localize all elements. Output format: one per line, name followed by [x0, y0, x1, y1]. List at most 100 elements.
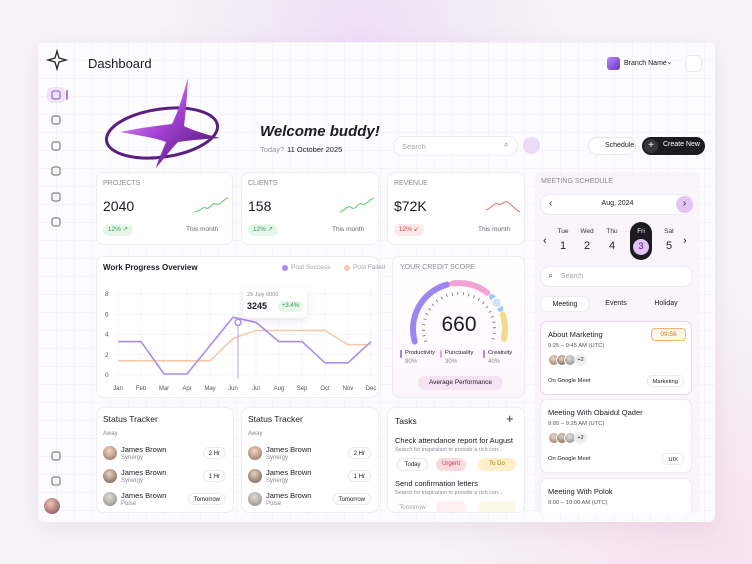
- nav-icon[interactable]: [51, 476, 61, 486]
- tasks-card: Tasks + Check attendance report for August…: [387, 407, 525, 513]
- meeting-card[interactable]: About Marketing 9:25 – 9:45 AM (UTC) 09:56…: [540, 321, 692, 395]
- day-name: Fri: [637, 228, 645, 235]
- row-team: Synergy: [266, 455, 289, 461]
- nav-icon[interactable]: [51, 90, 61, 100]
- nav-icon[interactable]: [51, 217, 61, 227]
- branch-name[interactable]: Branch Name: [624, 60, 667, 67]
- x-tick-label: May: [204, 386, 215, 392]
- chart-title: Work Progress Overview: [103, 263, 198, 272]
- task-tag[interactable]: Today: [397, 458, 428, 471]
- status-card: Status Tracker Away James Brown Synergy 2 Hr…: [96, 407, 234, 513]
- gauge-knob: [490, 296, 503, 309]
- search-box[interactable]: Search ⌕: [393, 136, 518, 156]
- meeting-tab[interactable]: Holiday: [654, 300, 678, 307]
- meeting-card[interactable]: Meeting With Obaidul Qader 9:00 – 9:25 AM…: [540, 399, 692, 473]
- tooltip-value: 3245: [247, 301, 268, 311]
- x-tick-label: Nov: [343, 386, 354, 392]
- gauge-tick: [485, 305, 489, 309]
- tasks-add[interactable]: +: [506, 411, 514, 426]
- stat-period[interactable]: This month: [478, 226, 511, 233]
- nav-icon-shape: [51, 192, 61, 202]
- meeting-card[interactable]: Meeting With Polok 9:00 – 10:00 AM (UTC): [540, 478, 692, 513]
- metric-label: Punctuality: [445, 350, 474, 356]
- status-title: Status Tracker: [248, 414, 303, 424]
- hero-graphic: [104, 78, 220, 168]
- nav-icon[interactable]: [51, 115, 61, 125]
- meeting-search-icon: ⌕: [548, 270, 554, 280]
- gauge-arc: [449, 280, 491, 296]
- user-avatar[interactable]: [44, 498, 60, 514]
- day-date: 1: [559, 240, 567, 252]
- nav-icon[interactable]: [51, 166, 61, 176]
- row-avatar: [248, 492, 262, 506]
- series-line: [118, 329, 371, 362]
- row-team: Synergy: [121, 478, 144, 484]
- status-subtitle: Away: [103, 431, 118, 437]
- days-prev[interactable]: ‹: [543, 235, 547, 247]
- rating-label: Average Performance: [428, 379, 493, 386]
- legend-swatch: [282, 265, 288, 271]
- meeting-search-placeholder: Search: [561, 273, 584, 280]
- days-next[interactable]: ›: [683, 235, 687, 247]
- x-tick-label: Jan: [113, 386, 123, 392]
- nav-icon[interactable]: [51, 451, 61, 461]
- task-tag-blank: [478, 501, 516, 512]
- meeting-tag: UIX: [662, 453, 684, 465]
- hero-star: [120, 78, 220, 168]
- day-name[interactable]: Tue: [557, 228, 569, 235]
- meeting-search[interactable]: ⌕ Search: [540, 266, 693, 287]
- task-description: Search for inspiration to provide a rich…: [395, 447, 503, 453]
- gauge-arc: [499, 311, 508, 342]
- meeting-badge: 09:56: [651, 328, 686, 341]
- hero-ring: [104, 106, 220, 160]
- task-tag[interactable]: To Do: [478, 458, 516, 471]
- gauge-tick: [467, 293, 470, 297]
- tooltip: 29 July 0000 3245 +3.4%: [243, 288, 307, 318]
- nav-icon[interactable]: [51, 192, 61, 202]
- row-avatar: [248, 446, 262, 460]
- sparkline-path: [485, 201, 521, 213]
- month-prev[interactable]: ‹: [549, 198, 553, 209]
- gauge-tick: [481, 301, 485, 305]
- theme-light[interactable]: [523, 137, 540, 154]
- tooltip-point: [234, 318, 242, 327]
- row-name: James Brown: [121, 468, 167, 477]
- meeting-tab[interactable]: Events: [605, 300, 627, 307]
- stat-period[interactable]: This month: [332, 226, 365, 233]
- task-tag[interactable]: Urgent: [436, 458, 466, 471]
- x-tick-label: Oct: [320, 386, 330, 392]
- task-tag[interactable]: Tomorrow: [397, 501, 428, 512]
- metric-label: Creativity: [488, 350, 513, 356]
- nav-icon-shape: [51, 451, 61, 461]
- row-time: Tomorrow: [332, 493, 371, 505]
- legend-label: Post Failed: [353, 264, 386, 271]
- month-next[interactable]: ›: [676, 196, 693, 213]
- meeting-tab[interactable]: Meeting: [540, 296, 590, 312]
- y-tick-label: 2: [105, 352, 109, 359]
- meeting-tag: Marketing: [646, 375, 684, 387]
- day-date: 2: [583, 240, 591, 252]
- nav-icon[interactable]: [51, 141, 61, 151]
- gauge-tick: [473, 295, 475, 299]
- day-name[interactable]: Wed: [580, 228, 594, 235]
- theme-dark[interactable]: [544, 137, 561, 154]
- task-title: Check attendance report for August: [395, 436, 513, 445]
- gauge-tick: [491, 337, 495, 340]
- nav-active[interactable]: [47, 87, 65, 103]
- filter-button[interactable]: [671, 268, 688, 285]
- settings-button[interactable]: [685, 55, 702, 72]
- nav-icon-shape: [51, 115, 61, 125]
- create-button[interactable]: + Create New: [642, 137, 705, 155]
- download-button[interactable]: [565, 137, 582, 154]
- day-name[interactable]: Thu: [606, 228, 618, 235]
- stat-period[interactable]: This month: [186, 226, 219, 233]
- row-time: 2 Hr: [202, 447, 226, 459]
- y-tick-label: 0: [105, 372, 109, 379]
- day-selected-dot: [633, 239, 649, 255]
- day-name[interactable]: Sat: [664, 228, 674, 235]
- gauge-tick: [435, 299, 439, 303]
- row-team: Pulse: [266, 501, 282, 507]
- schedule-button[interactable]: Schedule: [588, 137, 636, 155]
- tooltip-change: +3.4%: [278, 301, 303, 312]
- create-label: Create New: [663, 141, 700, 148]
